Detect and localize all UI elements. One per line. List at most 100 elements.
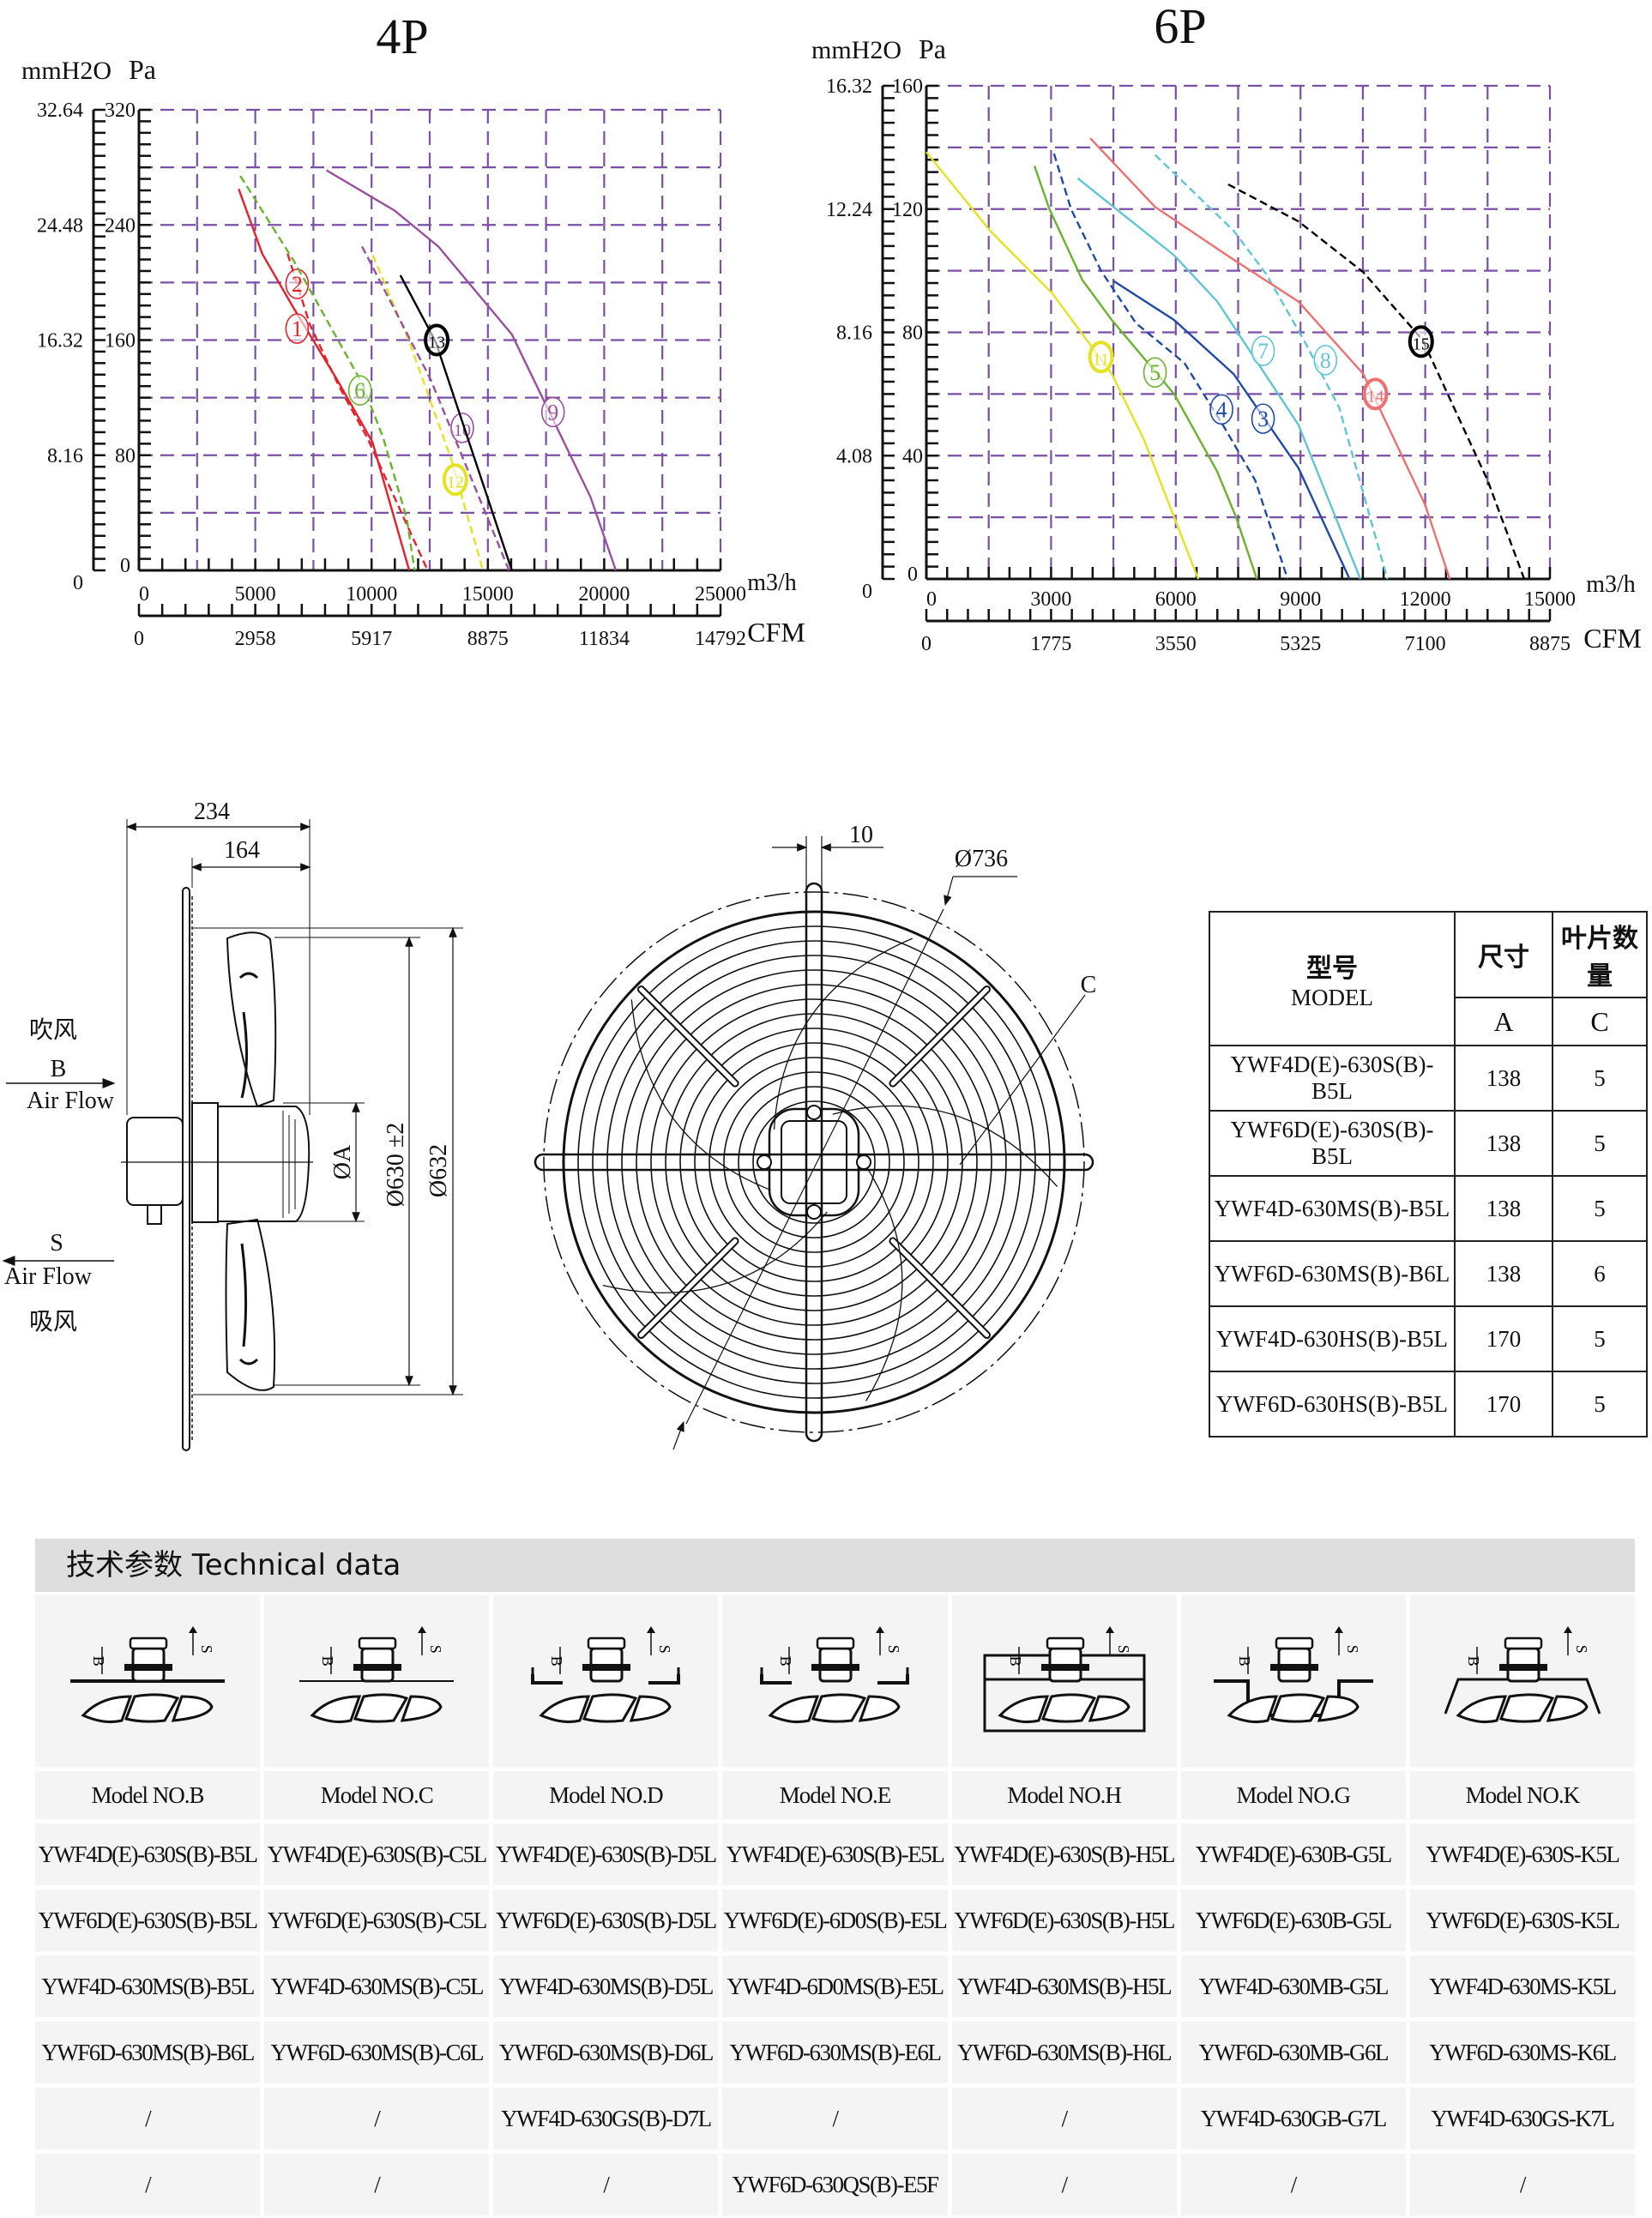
spec-size-a: 138 (1454, 1240, 1553, 1307)
fan-config-icon: BS (983, 1626, 1146, 1733)
model-cell: YWF4D(E)-630S(B)-E5L (722, 1823, 948, 1885)
model-cell: YWF4D(E)-630S(B)-D5L (493, 1823, 719, 1885)
icon-b-label: B (548, 1656, 565, 1667)
curve-label-2: 2 (292, 272, 303, 297)
header-model: 型号 MODEL (1209, 911, 1456, 1046)
y-tick-label-mm: 8.16 (47, 445, 83, 467)
spec-size-a: 170 (1454, 1371, 1553, 1437)
cfm-tick-label: 8875 (1529, 633, 1571, 655)
chart-title: 6P (1154, 0, 1206, 54)
curve-label-ring (1408, 325, 1434, 359)
spec-model: YWF6D(E)-630S(B)-B5L (1209, 1110, 1456, 1177)
dim-10: 10 (849, 822, 873, 848)
side-view-drawing (2, 819, 463, 1451)
y-tick-label-mm: 0 (862, 581, 872, 603)
dim-736: Ø736 (955, 846, 1008, 872)
model-header: Model NO.D (493, 1771, 719, 1819)
blade-edge (832, 1105, 1058, 1187)
spec-row: YWF4D-630MS(B)-B5L 138 5 (1209, 1175, 1648, 1242)
curve-label-9: 9 (547, 400, 558, 425)
spec-blades-c: 5 (1552, 1371, 1648, 1437)
y-tick-label-pa: 40 (902, 445, 923, 467)
grille-ring (752, 1100, 876, 1224)
technical-data-grid: B S B S B S B S B S B S B S Model NO.B Model NO.C Model … (35, 1595, 1635, 2215)
y-tick-label-pa: 0 (907, 564, 918, 586)
model-cell: YWF4D(E)-630S(B)-H5L (951, 1823, 1177, 1885)
curve-label-4: 4 (1216, 397, 1227, 422)
model-cell: YWF6D-630MS(B)-H6L (951, 2022, 1177, 2083)
model-cell: / (264, 2154, 490, 2215)
model-cell: / (1180, 2154, 1406, 2215)
model-cell: YWF4D-630GS(B)-D7L (493, 2088, 719, 2149)
mount-bolt (856, 1154, 871, 1170)
y-tick-label-pa: 160 (105, 330, 136, 353)
header-blades-c: C (1552, 997, 1648, 1046)
front-view-drawing (534, 836, 1094, 1450)
grille-ring (606, 955, 1022, 1370)
chart-title: 4P (376, 9, 428, 64)
icon-b-label: B (777, 1656, 794, 1667)
x-tick-label: 20000 (578, 583, 630, 606)
header-model-cn: 型号 (1306, 953, 1358, 984)
curve-15 (1227, 183, 1526, 580)
model-cell: YWF6D-630QS(B)-E5F (722, 2154, 948, 2215)
curve-label-ring (1088, 341, 1114, 374)
curve-label-15: 15 (1413, 335, 1430, 353)
model-cell: YWF6D(E)-630S(B)-C5L (264, 1890, 490, 1951)
y-tick-label-mm: 32.64 (37, 99, 83, 122)
curve-label-14: 14 (1366, 387, 1384, 406)
model-cell: YWF4D-630GB-G7L (1180, 2088, 1406, 2149)
suck-label-cn: 吸风 (29, 1307, 77, 1335)
y-tick-label-mm: 8.16 (836, 322, 872, 345)
x-tick-label: 0 (926, 588, 937, 611)
model-cell: YWF6D(E)-630S-K5L (1409, 1890, 1635, 1951)
grille-ring (562, 910, 1066, 1414)
fan-config-icon: BS (1213, 1626, 1373, 1723)
grille-ring (679, 1028, 949, 1297)
blow-airflow-label: Air Flow (27, 1088, 115, 1114)
horizontal-support-bar (534, 1153, 1094, 1172)
mount-bolt (806, 1105, 822, 1120)
model-cell: YWF4D-6D0MS(B)-E5L (722, 1956, 948, 2017)
grille-ring (708, 1057, 919, 1268)
model-cell: YWF4D(E)-630B-G5L (1180, 1823, 1406, 1885)
lower-blade (225, 1218, 276, 1391)
x-tick-label: 15000 (462, 583, 514, 606)
model-cell: / (35, 2088, 261, 2149)
model-cell: YWF6D-630MS(B)-B6L (35, 2022, 261, 2083)
y-tick-label-pa: 120 (892, 199, 923, 221)
y-unit-pa: Pa (129, 54, 156, 85)
model-header: Model NO.H (951, 1771, 1177, 1819)
model-cell: YWF4D-630MS(B)-D5L (493, 1956, 719, 2017)
blade-edge (630, 999, 771, 1191)
x-tick-label: 9000 (1280, 588, 1321, 611)
x-axis-unit: m3/h (1586, 571, 1636, 598)
model-cell: YWF4D-630MS(B)-C5L (264, 1956, 490, 2017)
cfm-tick-label: 1775 (1030, 633, 1071, 655)
grille-ring (738, 1086, 890, 1239)
model-cell: / (264, 2088, 490, 2149)
cfm-tick-label: 8875 (467, 628, 509, 650)
dim-234: 234 (194, 799, 230, 825)
mount-bolt (806, 1204, 822, 1220)
model-cell: YWF6D(E)-630B-G5L (1180, 1890, 1406, 1951)
y-tick-label-mm: 4.08 (836, 445, 872, 467)
curve-label-13: 13 (428, 334, 445, 353)
blade-edge (865, 1165, 903, 1401)
y-unit-pa: Pa (919, 33, 946, 64)
grille-ring (650, 998, 978, 1326)
model-cell: / (951, 2088, 1177, 2149)
curve-4 (1052, 153, 1289, 580)
grille-ring (592, 940, 1036, 1384)
dim-c: C (1081, 972, 1097, 998)
header-size-cn: 尺寸 (1454, 910, 1553, 999)
vertical-support-bar (805, 882, 823, 1443)
blade-edge (602, 1211, 828, 1293)
curve-14 (1089, 137, 1451, 580)
model-cell: YWF6D(E)-6D0S(B)-E5L (722, 1890, 948, 1951)
grille-ring (577, 925, 1051, 1399)
